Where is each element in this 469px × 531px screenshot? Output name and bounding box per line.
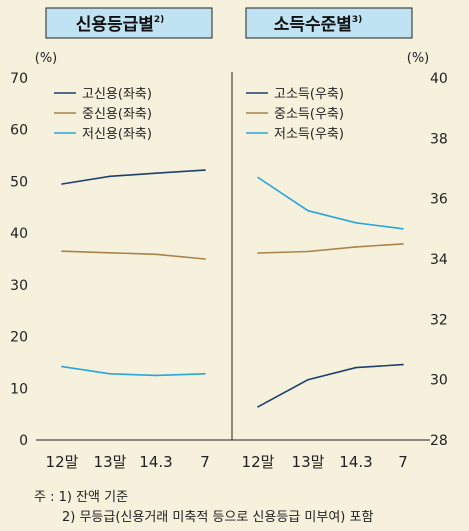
y-tick-label: 30 — [430, 373, 448, 389]
x-tick-label: 12말 — [46, 453, 79, 471]
note-line-2: 2) 무등급(신용거래 미축적 등으로 신용등급 미부여) 포함 — [62, 510, 374, 525]
data-point — [109, 252, 111, 254]
y-tick-label: 0 — [19, 433, 28, 449]
data-point — [355, 222, 357, 224]
x-tick-label: 14.3 — [139, 453, 172, 471]
y-tick-label: 36 — [430, 192, 448, 208]
data-point — [307, 209, 309, 212]
y-tick-label: 38 — [430, 131, 448, 147]
legend-label: 저소득(우축) — [274, 127, 344, 142]
y-tick-label: 20 — [10, 330, 28, 346]
data-point — [109, 373, 111, 375]
legend-label: 중신용(좌축) — [82, 107, 152, 122]
data-point — [155, 172, 157, 174]
series-line — [61, 365, 206, 377]
y-tick-label: 40 — [10, 226, 28, 242]
legend-label: 중소득(우축) — [274, 107, 344, 122]
chart-notes: 주 : 1) 잔액 기준 2) 무등급(신용거래 미축적 등으로 신용등급 미부… — [34, 488, 373, 528]
y-tick-label: 10 — [10, 381, 28, 397]
x-tick-label: 14.3 — [339, 453, 372, 471]
x-tick-label: 13말 — [292, 453, 325, 471]
data-point — [61, 183, 63, 185]
legend-label: 저신용(좌축) — [82, 127, 152, 142]
legend-label: 고신용(좌축) — [82, 87, 152, 102]
data-point — [402, 243, 404, 245]
data-point — [204, 373, 206, 375]
data-point — [355, 246, 357, 248]
chart-title-box — [45, 7, 213, 39]
legend-label: 고소득(우축) — [274, 87, 344, 102]
x-tick-label: 7 — [200, 453, 210, 471]
note-line-1: 주 : 1) 잔액 기준 — [34, 490, 129, 505]
data-point — [307, 378, 309, 381]
series-line — [257, 176, 404, 230]
chart-title: 소득수준별3) — [274, 15, 363, 35]
series-line — [61, 250, 206, 260]
y-tick-label: 32 — [430, 312, 448, 328]
x-tick-label: 13말 — [94, 453, 127, 471]
data-point — [257, 176, 259, 179]
chart-title-box — [245, 7, 413, 39]
data-point — [155, 253, 157, 256]
y-unit-label: (%) — [35, 51, 58, 66]
data-point — [109, 175, 111, 178]
data-point — [61, 250, 63, 252]
data-point — [307, 250, 309, 253]
y-tick-label: 50 — [10, 174, 28, 190]
data-point — [204, 169, 206, 171]
x-tick-label: 7 — [398, 453, 408, 471]
x-tick-label: 12말 — [242, 453, 275, 471]
y-tick-label: 60 — [10, 123, 28, 139]
series-line — [257, 243, 404, 254]
y-tick-label: 34 — [430, 252, 448, 268]
data-point — [402, 228, 404, 230]
chart-title-footnote: 2) — [154, 15, 164, 25]
y-tick-label: 28 — [430, 433, 448, 449]
series-line — [61, 169, 206, 185]
y-tick-label: 30 — [10, 278, 28, 294]
data-point — [204, 258, 206, 260]
data-point — [257, 406, 259, 408]
data-point — [355, 366, 357, 369]
data-point — [61, 365, 63, 368]
data-point — [155, 374, 157, 377]
y-tick-label: 40 — [430, 71, 448, 87]
y-tick-label: 70 — [10, 71, 28, 87]
data-point — [402, 363, 404, 366]
chart-title-footnote: 3) — [352, 15, 362, 25]
chart-title: 신용등급별2) — [76, 15, 165, 35]
series-line — [257, 363, 404, 408]
data-point — [257, 252, 259, 254]
y-unit-label: (%) — [407, 51, 430, 66]
